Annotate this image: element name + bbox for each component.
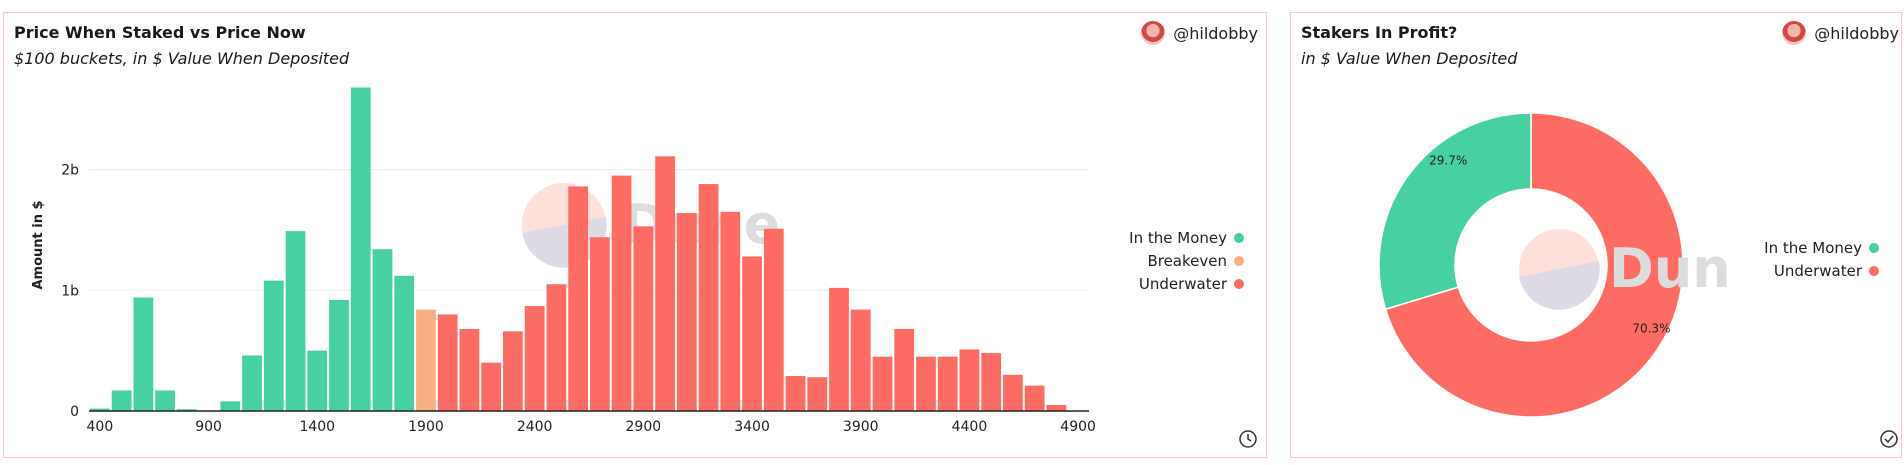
- dune-watermark-text: Dune: [1609, 237, 1731, 300]
- legend-label: In the Money: [1764, 238, 1862, 257]
- bar[interactable]: [546, 284, 567, 411]
- bar[interactable]: [133, 297, 154, 411]
- bar[interactable]: [981, 353, 1002, 411]
- bar[interactable]: [720, 211, 741, 411]
- bar[interactable]: [937, 356, 958, 411]
- legend-item-breakeven[interactable]: Breakeven: [1129, 249, 1244, 272]
- x-tick-label: 2900: [626, 419, 662, 435]
- x-tick-label: 3400: [734, 419, 770, 435]
- bar[interactable]: [459, 328, 480, 411]
- bar[interactable]: [850, 309, 871, 411]
- y-tick-label: 1b: [61, 283, 79, 299]
- y-axis-label: Amount in $: [31, 200, 46, 289]
- bar[interactable]: [416, 309, 436, 411]
- x-tick-label: 900: [195, 419, 222, 435]
- bar[interactable]: [590, 237, 610, 411]
- legend-dot-icon: [1234, 255, 1244, 266]
- pie-slice-underwater[interactable]: [1384, 112, 1684, 418]
- x-tick-label: 3900: [843, 419, 879, 435]
- bar[interactable]: [329, 299, 349, 411]
- avatar: [1782, 21, 1807, 45]
- bar[interactable]: [568, 186, 588, 411]
- bar[interactable]: [242, 355, 262, 411]
- bar[interactable]: [742, 256, 762, 411]
- pie-slice-in-the-money[interactable]: [1378, 112, 1532, 311]
- bar[interactable]: [916, 356, 936, 411]
- pie-slice-label: 29.7%: [1429, 154, 1467, 168]
- bar[interactable]: [829, 287, 849, 411]
- legend-dot-icon: [1869, 265, 1879, 276]
- bar[interactable]: [676, 213, 697, 411]
- bar-legend: In the Money Breakeven Underwater: [1129, 226, 1244, 295]
- legend-dot-icon: [1869, 242, 1879, 253]
- y-tick-label: 2b: [61, 163, 79, 179]
- x-tick-label: 4900: [1060, 419, 1096, 435]
- clock-icon[interactable]: [1238, 429, 1258, 449]
- bar[interactable]: [155, 390, 175, 411]
- author-name: @hildobby: [1814, 23, 1899, 43]
- author-name: @hildobby: [1173, 23, 1258, 43]
- legend-label: In the Money: [1129, 228, 1227, 247]
- dune-watermark: Dune: [1519, 229, 1731, 310]
- chart-title: Stakers In Profit?: [1301, 23, 1458, 42]
- bar[interactable]: [524, 305, 545, 411]
- bar[interactable]: [350, 87, 371, 411]
- bar[interactable]: [372, 249, 393, 411]
- dune-logo-shade: [1519, 261, 1600, 310]
- bar[interactable]: [611, 175, 632, 411]
- bar[interactable]: [111, 390, 132, 411]
- x-tick-label: 2400: [517, 419, 553, 435]
- author-link[interactable]: @hildobby: [1141, 21, 1258, 45]
- pie-slice-label: 70.3%: [1632, 321, 1670, 335]
- bar[interactable]: [285, 231, 306, 411]
- pie-legend: In the Money Underwater: [1764, 236, 1879, 282]
- donut-chart: Dune 70.3% 29.7%: [1378, 112, 1731, 418]
- check-circle-icon[interactable]: [1879, 429, 1899, 449]
- legend-item-underwater[interactable]: Underwater: [1129, 272, 1244, 295]
- bar[interactable]: [763, 228, 784, 411]
- bar[interactable]: [807, 377, 828, 411]
- x-tick-label: 1400: [299, 419, 335, 435]
- bar[interactable]: [481, 362, 502, 411]
- bar[interactable]: [1024, 385, 1045, 411]
- legend-dot-icon: [1234, 232, 1244, 243]
- legend-dot-icon: [1234, 278, 1244, 289]
- x-tick-label: 1900: [408, 419, 444, 435]
- x-tick-label: 400: [87, 419, 114, 435]
- chart-subtitle: $100 buckets, in $ Value When Deposited: [14, 49, 350, 68]
- bar[interactable]: [90, 408, 110, 411]
- bar[interactable]: [394, 275, 415, 411]
- chart-subtitle: in $ Value When Deposited: [1301, 49, 1518, 68]
- bar[interactable]: [1003, 374, 1023, 411]
- bar[interactable]: [894, 328, 915, 411]
- legend-label: Underwater: [1138, 274, 1227, 293]
- legend-label: Underwater: [1773, 261, 1862, 280]
- bar[interactable]: [959, 349, 980, 411]
- legend-item-underwater[interactable]: Underwater: [1764, 259, 1879, 282]
- chart-title: Price When Staked vs Price Now: [14, 23, 306, 42]
- bar[interactable]: [633, 226, 654, 411]
- bar-chart: Dune 01b2b400900140019002400290034003900…: [31, 87, 1096, 435]
- avatar: [1141, 21, 1166, 45]
- bar[interactable]: [220, 401, 241, 411]
- bar[interactable]: [437, 314, 458, 411]
- bar[interactable]: [1046, 404, 1067, 411]
- legend-item-in-the-money[interactable]: In the Money: [1764, 236, 1879, 259]
- bar[interactable]: [307, 350, 328, 411]
- bar[interactable]: [263, 280, 284, 411]
- author-link[interactable]: @hildobby: [1782, 21, 1899, 45]
- pie-chart-panel: Stakers In Profit? in $ Value When Depos…: [1290, 12, 1902, 458]
- bar[interactable]: [503, 331, 523, 411]
- bar-chart-panel: Price When Staked vs Price Now $100 buck…: [3, 12, 1267, 458]
- legend-item-in-the-money[interactable]: In the Money: [1129, 226, 1244, 249]
- bar[interactable]: [785, 375, 806, 411]
- bar[interactable]: [698, 184, 719, 411]
- bar[interactable]: [655, 156, 675, 411]
- bar[interactable]: [176, 409, 197, 411]
- x-tick-label: 4400: [952, 419, 988, 435]
- legend-label: Breakeven: [1147, 251, 1227, 270]
- y-tick-label: 0: [70, 404, 79, 420]
- bar[interactable]: [872, 356, 893, 411]
